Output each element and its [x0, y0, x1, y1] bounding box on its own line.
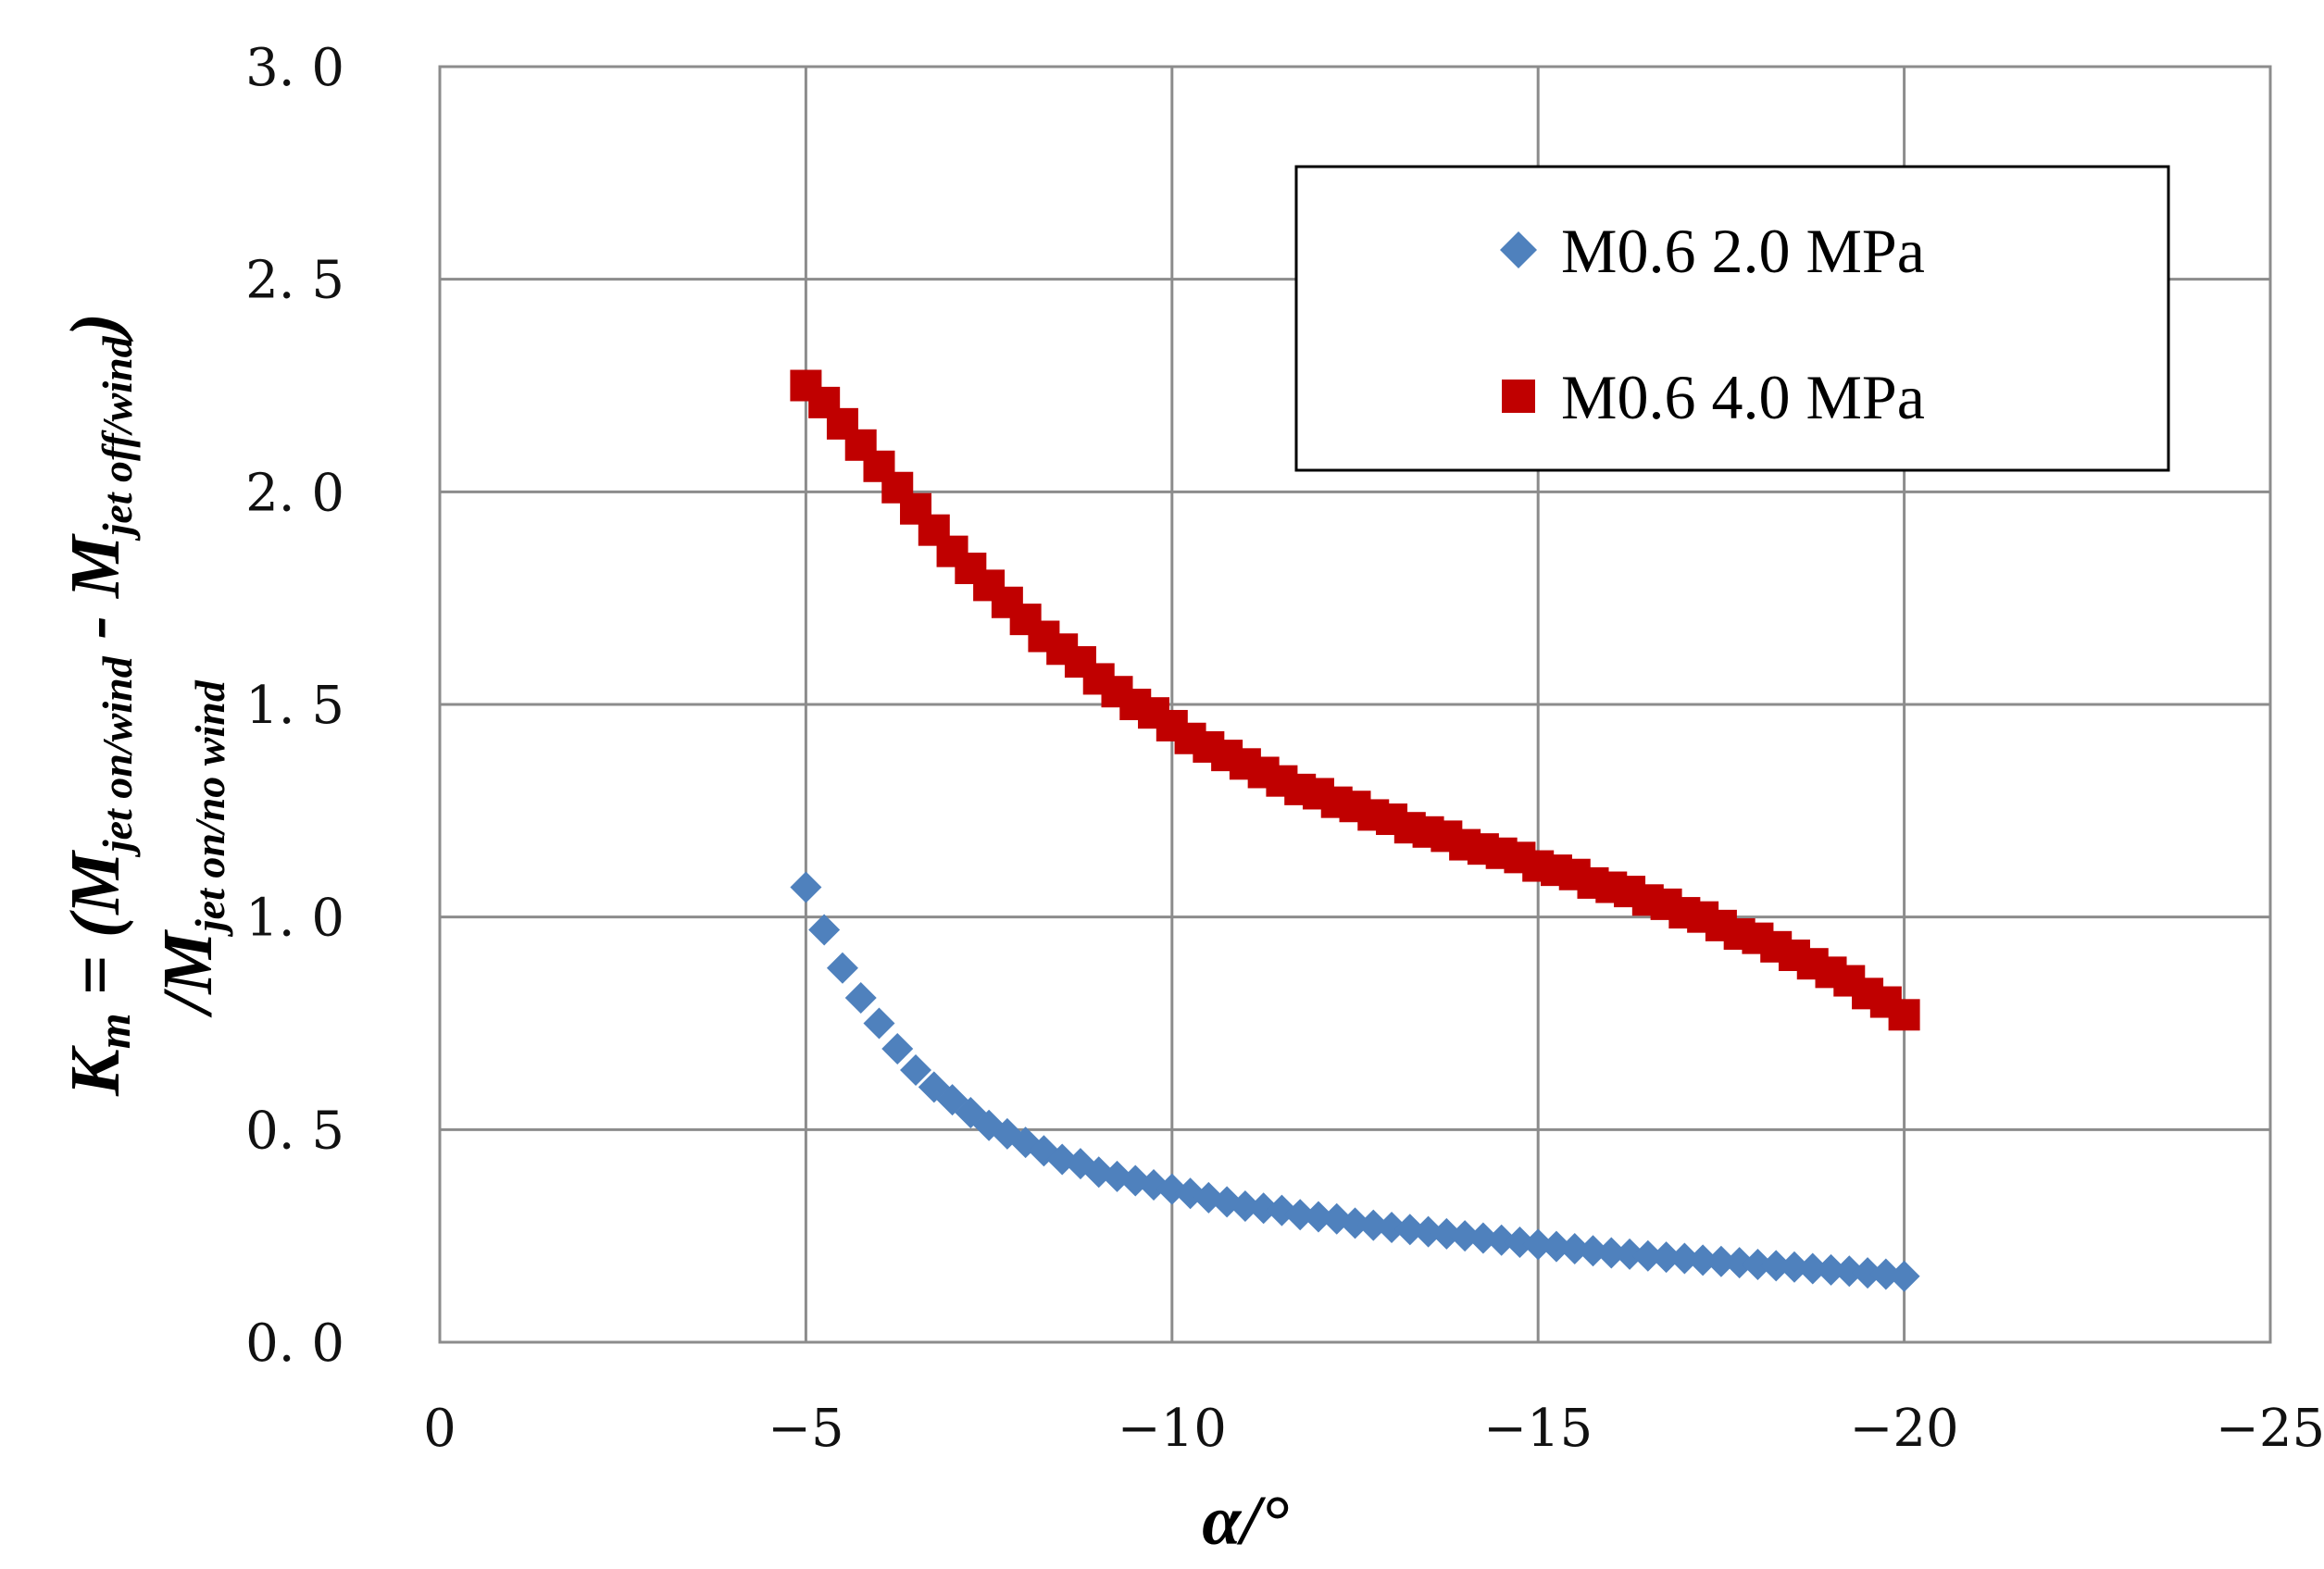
diamond-point: [1229, 1190, 1261, 1223]
y-tick-label: 2. 5: [245, 251, 344, 311]
diamond-point: [1449, 1220, 1481, 1252]
legend-marker-square: [1502, 380, 1535, 413]
axes: 0. 0 0. 5 1. 0 1. 5 2. 0 2. 5 3. 0 0 −5 −10 −15 −20…: [245, 38, 2324, 1459]
diamond-point: [1467, 1222, 1499, 1254]
diamond-point: [844, 981, 877, 1014]
y-title-k-sub: m: [88, 1013, 140, 1049]
x-tick-label: −5: [768, 1399, 844, 1459]
y-title-mid: - M: [56, 533, 134, 656]
svg-text:Km = (Mjet on/wind - Mjet off/: Km = (Mjet on/wind - Mjet off/wind): [56, 313, 141, 1097]
y-tick-label: 2. 0: [245, 463, 344, 523]
x-tick-label: 0: [423, 1399, 456, 1459]
y-title-line2-main: /M: [149, 929, 227, 1018]
diamond-point: [1778, 1251, 1810, 1283]
diamond-point: [1577, 1235, 1609, 1267]
diamond-point: [1393, 1214, 1426, 1246]
diamond-point: [1650, 1241, 1682, 1274]
diamond-point: [1833, 1255, 1866, 1288]
diamond-point: [1705, 1245, 1737, 1277]
y-title-sub1: jet on/wind: [94, 655, 141, 858]
diamond-point: [1687, 1244, 1719, 1276]
legend-label: M0.6 4.0 MPa: [1561, 362, 1925, 432]
series-0: [790, 871, 1920, 1292]
diamond-point: [1723, 1247, 1755, 1279]
diamond-point: [1431, 1217, 1463, 1250]
y-title-k: K: [56, 1045, 134, 1097]
y-tick-label: 0. 0: [245, 1314, 344, 1374]
y-title-line2-sub: jet on/no wind: [186, 679, 233, 938]
plot-border: [438, 65, 2272, 1344]
diamond-point: [1760, 1250, 1793, 1282]
diamond-point: [1302, 1201, 1334, 1233]
diamond-point: [881, 1033, 914, 1065]
y-tick-label: 3. 0: [245, 38, 344, 98]
diamond-point: [1668, 1242, 1701, 1275]
diamond-point: [1595, 1237, 1628, 1269]
legend-box: [1294, 165, 2170, 472]
diamond-point: [1869, 1258, 1902, 1290]
y-tick-label: 1. 5: [245, 676, 344, 736]
legend-items: M0.6 2.0 MPa M0.6 4.0 MPa: [1500, 216, 1925, 432]
diamond-point: [790, 871, 822, 903]
diamond-point: [1485, 1224, 1518, 1256]
legend-marker-diamond: [1500, 231, 1537, 268]
y-tick-label: 0. 5: [245, 1101, 344, 1161]
svg-text:/Mjet on/no wind: /Mjet on/no wind: [149, 679, 233, 1018]
diamond-point: [1815, 1253, 1847, 1286]
x-axis-title: α/°: [1202, 1482, 1289, 1560]
y-tick-label: 1. 0: [245, 889, 344, 949]
diamond-point: [1614, 1238, 1646, 1270]
diamond-point: [1540, 1230, 1572, 1263]
diamond-point: [1504, 1227, 1536, 1259]
diamond-point: [1247, 1192, 1280, 1225]
diamond-point: [1631, 1239, 1664, 1272]
x-tick-label: −20: [1850, 1399, 1959, 1459]
series-1: [790, 369, 1920, 1031]
square-point: [1888, 999, 1920, 1031]
x-tick-label: −25: [2216, 1399, 2324, 1459]
diamond-point: [1339, 1207, 1371, 1239]
diamond-point: [900, 1054, 932, 1087]
y-axis-title: Km = (Mjet on/wind - Mjet off/wind) /Mje…: [56, 313, 233, 1097]
y-title-sub2: jet off/wind: [94, 335, 141, 542]
diamond-point: [918, 1071, 950, 1103]
diamond-point: [826, 952, 858, 984]
legend-label: M0.6 2.0 MPa: [1561, 216, 1925, 286]
diamond-point: [863, 1007, 895, 1040]
diamond-point: [808, 914, 841, 946]
y-title-close: ): [56, 313, 134, 342]
diamond-point: [1796, 1252, 1829, 1285]
y-title-open: = (M: [56, 850, 134, 1014]
grid: [438, 65, 2272, 1344]
diamond-point: [1284, 1199, 1317, 1231]
diamond-point: [1357, 1209, 1390, 1241]
diamond-point: [1412, 1215, 1444, 1248]
legend: M0.6 2.0 MPa M0.6 4.0 MPa: [1294, 165, 2170, 472]
series-layer: [790, 369, 1920, 1292]
diamond-point: [1376, 1211, 1408, 1243]
diamond-point: [1742, 1248, 1774, 1280]
x-tick-label: −15: [1483, 1399, 1593, 1459]
diamond-point: [1558, 1232, 1591, 1264]
diamond-point: [1888, 1260, 1920, 1292]
diamond-point: [1852, 1257, 1884, 1289]
x-tick-label: −10: [1118, 1399, 1227, 1459]
diamond-point: [1522, 1228, 1555, 1261]
